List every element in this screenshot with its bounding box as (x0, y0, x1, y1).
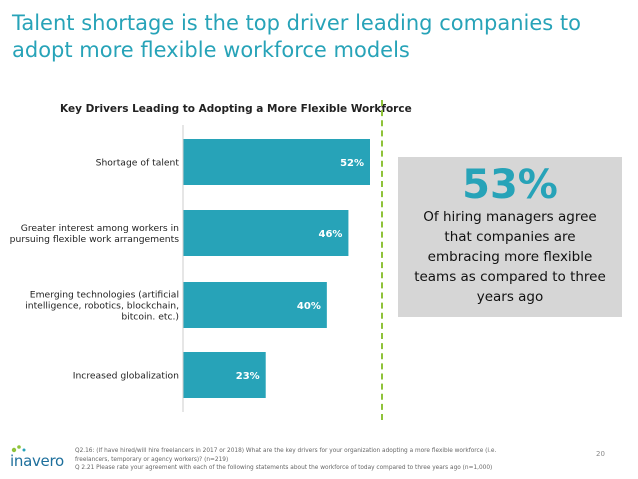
bar-value-label-3: 40% (297, 301, 321, 312)
bar-2 (183, 210, 349, 256)
stat-description: Of hiring managers agree that companies … (414, 209, 606, 305)
slide-title-line-2: adopt more flexible workforce models (12, 38, 410, 62)
bar-4 (183, 352, 266, 398)
category-label-1: Shortage of talent (96, 158, 180, 169)
category-label-4: Increased globalization (73, 371, 179, 382)
page-number: 20 (596, 450, 605, 458)
footnote-line-2: freelancers, temporary or agency workers… (75, 456, 229, 463)
stat-percent: 53% (462, 162, 558, 208)
chart-title: Key Drivers Leading to Adopting a More F… (60, 103, 412, 115)
slide-title-line-1: Talent shortage is the top driver leadin… (12, 11, 581, 35)
bar-3 (183, 282, 327, 328)
bar-value-label-2: 46% (318, 229, 342, 240)
slide-title: Talent shortage is the top driver leadin… (12, 10, 622, 64)
bar-value-label-4: 23% (236, 371, 260, 382)
category-label-2: Greater interest among workers in pursuin… (10, 223, 180, 245)
bar-1 (183, 139, 370, 185)
logo-text: inavero (10, 452, 64, 470)
logo-mark-icon (11, 445, 26, 453)
footnote-line-3: Q 2.21 Please rate your agreement with e… (75, 465, 493, 472)
stat-callout: 53% Of hiring managers agree that compan… (398, 157, 622, 317)
footnote-line-1: Q2.16: (If have hired/will hire freelanc… (75, 448, 497, 454)
inavero-logo: inavero (10, 444, 68, 470)
bar-value-label-1: 52% (340, 158, 364, 169)
dashed-divider (381, 100, 383, 420)
category-label-3: Emerging technologies (artificial intelli… (25, 290, 179, 323)
footnote: Q2.16: (If have hired/will hire freelanc… (75, 447, 575, 473)
